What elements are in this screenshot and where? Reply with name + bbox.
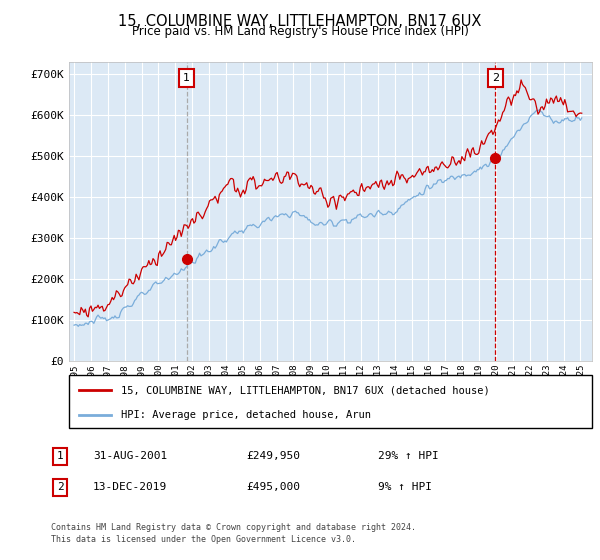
Text: HPI: Average price, detached house, Arun: HPI: Average price, detached house, Arun xyxy=(121,410,371,420)
Text: £495,000: £495,000 xyxy=(246,482,300,492)
Text: 31-AUG-2001: 31-AUG-2001 xyxy=(93,451,167,461)
Text: 13-DEC-2019: 13-DEC-2019 xyxy=(93,482,167,492)
Text: £249,950: £249,950 xyxy=(246,451,300,461)
Text: 1: 1 xyxy=(183,73,190,83)
Text: Contains HM Land Registry data © Crown copyright and database right 2024.: Contains HM Land Registry data © Crown c… xyxy=(51,523,416,532)
Text: This data is licensed under the Open Government Licence v3.0.: This data is licensed under the Open Gov… xyxy=(51,535,356,544)
Text: 29% ↑ HPI: 29% ↑ HPI xyxy=(378,451,439,461)
Text: 2: 2 xyxy=(492,73,499,83)
Text: 15, COLUMBINE WAY, LITTLEHAMPTON, BN17 6UX: 15, COLUMBINE WAY, LITTLEHAMPTON, BN17 6… xyxy=(118,14,482,29)
Text: 9% ↑ HPI: 9% ↑ HPI xyxy=(378,482,432,492)
Text: 2: 2 xyxy=(56,482,64,492)
Text: Price paid vs. HM Land Registry's House Price Index (HPI): Price paid vs. HM Land Registry's House … xyxy=(131,25,469,38)
Text: 1: 1 xyxy=(56,451,64,461)
Text: 15, COLUMBINE WAY, LITTLEHAMPTON, BN17 6UX (detached house): 15, COLUMBINE WAY, LITTLEHAMPTON, BN17 6… xyxy=(121,385,490,395)
